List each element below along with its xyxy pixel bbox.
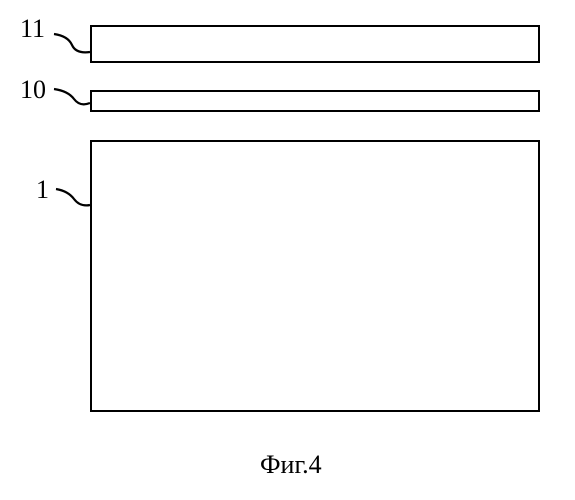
layer-10	[90, 90, 540, 112]
label-10: 10	[20, 75, 46, 105]
leader-1	[52, 185, 94, 213]
leader-10	[50, 85, 95, 111]
label-11: 11	[20, 14, 45, 44]
layer-1	[90, 140, 540, 412]
label-1: 1	[36, 175, 49, 205]
layer-11	[90, 25, 540, 63]
leader-11	[50, 30, 95, 60]
figure-diagram: 11 10 1 Фиг.4	[0, 0, 575, 500]
figure-caption: Фиг.4	[260, 450, 322, 480]
